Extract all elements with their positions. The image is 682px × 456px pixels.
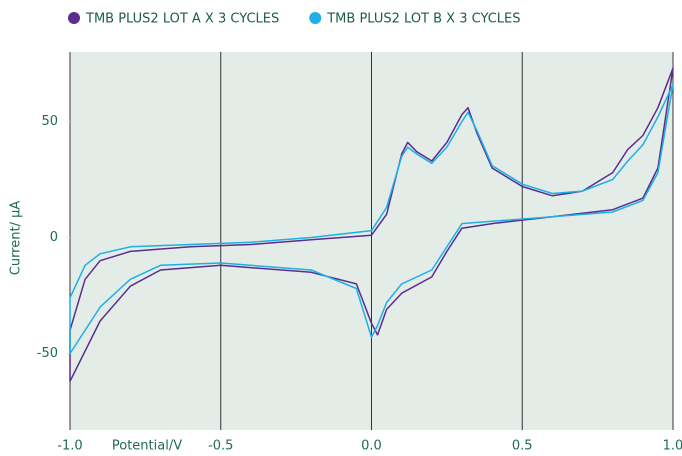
legend-label: TMB PLUS2 LOT A X 3 CYCLES [85, 12, 279, 27]
x-tick-label: -1.0 [57, 439, 82, 454]
x-axis-label: Potential/V [112, 439, 182, 454]
series-line [69, 83, 674, 355]
y-tick-label: 0 [50, 230, 58, 245]
y-tick-label: -50 [37, 346, 58, 361]
x-tick-label: 0.0 [361, 439, 382, 454]
x-tick-label: 1.0 [663, 439, 682, 454]
legend: TMB PLUS2 LOT A X 3 CYCLES TMB PLUS2 LOT … [68, 12, 521, 27]
series-line [69, 67, 674, 383]
y-axis-label: Current/ µA [9, 201, 24, 276]
legend-marker [68, 12, 80, 24]
legend-marker [309, 12, 322, 24]
x-tick-label: 0.5 [512, 439, 533, 454]
legend-label: TMB PLUS2 LOT B X 3 CYCLES [326, 12, 520, 27]
x-tick-label: -0.5 [208, 439, 233, 454]
y-tick-label: 50 [41, 114, 58, 129]
